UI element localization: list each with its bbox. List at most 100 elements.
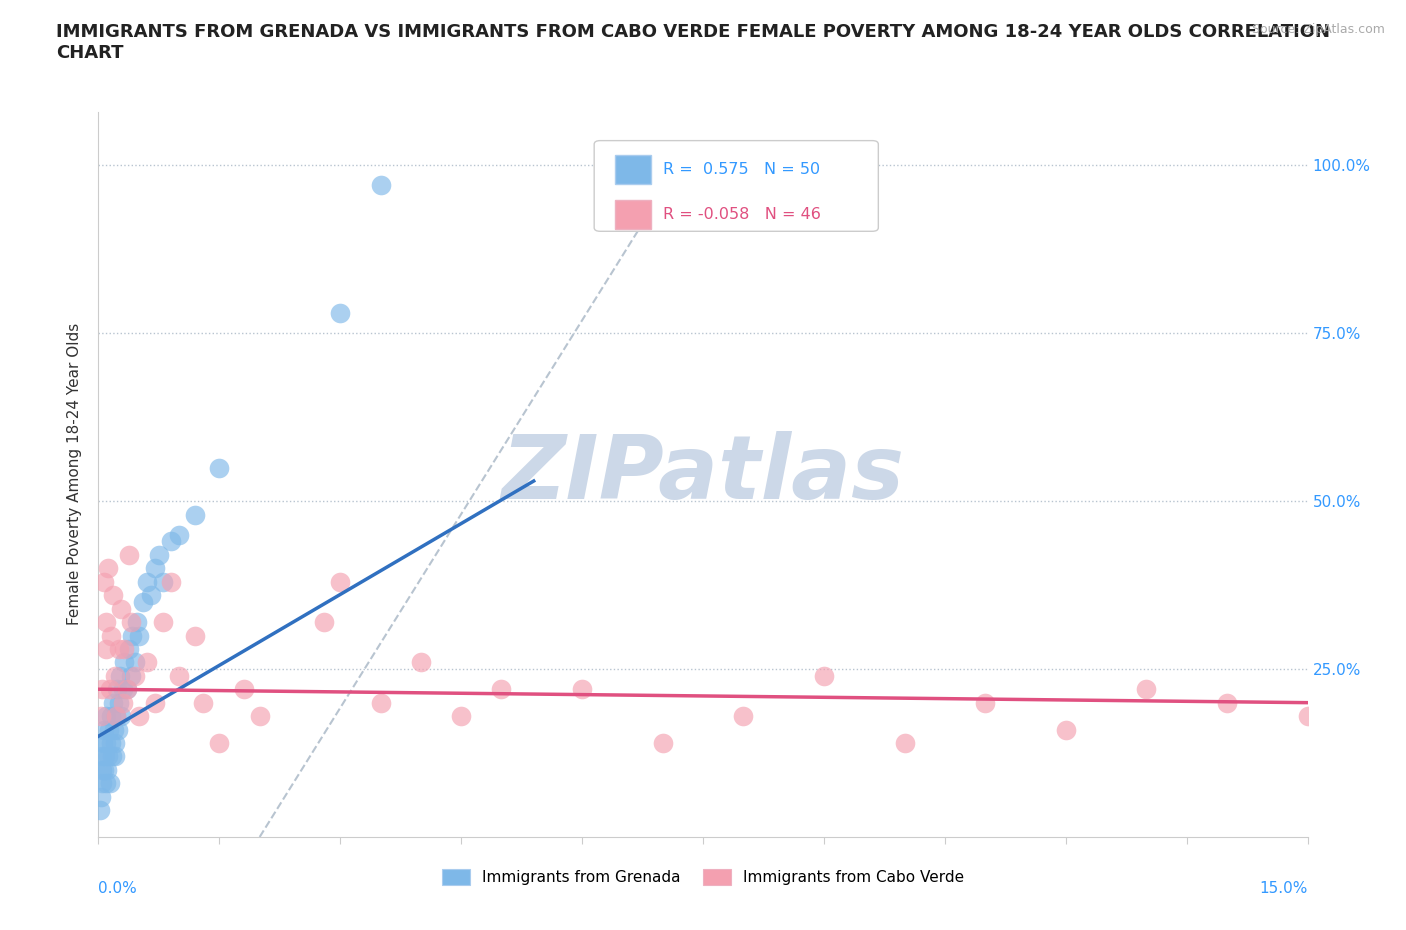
Text: R = -0.058   N = 46: R = -0.058 N = 46	[664, 207, 821, 222]
Point	[115, 682, 138, 697]
Point	[152, 615, 174, 630]
Point	[193, 696, 215, 711]
Point	[101, 588, 124, 603]
FancyBboxPatch shape	[614, 155, 651, 184]
Point	[107, 696, 129, 711]
Point	[160, 575, 183, 590]
Point	[491, 682, 513, 697]
Point	[167, 669, 190, 684]
Point	[208, 736, 231, 751]
Point	[112, 655, 135, 670]
Point	[101, 696, 124, 711]
Y-axis label: Female Poverty Among 18-24 Year Olds: Female Poverty Among 18-24 Year Olds	[67, 324, 83, 626]
Point	[105, 709, 128, 724]
Point	[651, 736, 673, 751]
Point	[409, 655, 432, 670]
Point	[90, 709, 112, 724]
Point	[1135, 682, 1157, 697]
Point	[974, 696, 997, 711]
Point	[1054, 722, 1077, 737]
Point	[110, 709, 132, 724]
Point	[450, 709, 472, 724]
Point	[124, 655, 146, 670]
Text: ZIPatlas: ZIPatlas	[502, 431, 904, 518]
Point	[733, 709, 755, 724]
Point	[232, 682, 254, 697]
Point	[89, 803, 111, 817]
Point	[571, 682, 593, 697]
Point	[96, 709, 118, 724]
Point	[107, 642, 129, 657]
Text: 15.0%: 15.0%	[1260, 881, 1308, 896]
Point	[93, 575, 115, 590]
Text: IMMIGRANTS FROM GRENADA VS IMMIGRANTS FROM CABO VERDE FEMALE POVERTY AMONG 18-24: IMMIGRANTS FROM GRENADA VS IMMIGRANTS FR…	[56, 23, 1330, 62]
FancyBboxPatch shape	[595, 140, 879, 232]
Legend: Immigrants from Grenada, Immigrants from Cabo Verde: Immigrants from Grenada, Immigrants from…	[436, 863, 970, 891]
Point	[1296, 709, 1319, 724]
Point	[115, 682, 138, 697]
Point	[105, 682, 128, 697]
Point	[120, 615, 142, 630]
Point	[100, 709, 122, 724]
Point	[96, 615, 118, 630]
Point	[98, 776, 121, 790]
Point	[329, 575, 352, 590]
Point	[184, 507, 207, 522]
Point	[90, 790, 112, 804]
Point	[94, 642, 117, 657]
Point	[124, 669, 146, 684]
Point	[103, 669, 125, 684]
Point	[132, 594, 155, 609]
Point	[118, 642, 141, 657]
FancyBboxPatch shape	[614, 200, 651, 229]
Point	[143, 561, 166, 576]
Text: 0.0%: 0.0%	[98, 881, 138, 896]
Point	[98, 682, 121, 697]
Point	[121, 628, 143, 643]
Point	[112, 642, 135, 657]
Point	[111, 696, 134, 711]
Point	[128, 709, 150, 724]
Point	[148, 548, 170, 563]
Point	[103, 722, 125, 737]
Point	[139, 588, 162, 603]
Point	[143, 696, 166, 711]
Point	[813, 669, 835, 684]
Text: Source: ZipAtlas.com: Source: ZipAtlas.com	[1251, 23, 1385, 36]
Point	[91, 749, 114, 764]
Point	[97, 749, 120, 764]
Point	[370, 178, 392, 193]
Point	[1216, 696, 1239, 711]
Point	[103, 736, 125, 751]
Point	[101, 749, 124, 764]
Point	[111, 682, 134, 697]
Text: R =  0.575   N = 50: R = 0.575 N = 50	[664, 162, 820, 177]
Point	[97, 722, 120, 737]
Point	[127, 615, 149, 630]
Point	[370, 696, 392, 711]
Point	[314, 615, 336, 630]
Point	[893, 736, 915, 751]
Point	[94, 749, 117, 764]
Point	[91, 682, 114, 697]
Point	[91, 763, 114, 777]
Point	[108, 669, 131, 684]
Point	[100, 736, 122, 751]
Point	[90, 776, 112, 790]
Point	[93, 722, 115, 737]
Point	[249, 709, 271, 724]
Point	[104, 749, 127, 764]
Point	[100, 628, 122, 643]
Point	[167, 527, 190, 542]
Point	[97, 561, 120, 576]
Point	[110, 601, 132, 616]
Point	[160, 534, 183, 549]
Point	[184, 628, 207, 643]
Point	[152, 575, 174, 590]
Point	[135, 575, 157, 590]
Point	[118, 548, 141, 563]
Point	[94, 776, 117, 790]
Point	[107, 722, 129, 737]
Point	[96, 736, 118, 751]
Point	[105, 709, 128, 724]
